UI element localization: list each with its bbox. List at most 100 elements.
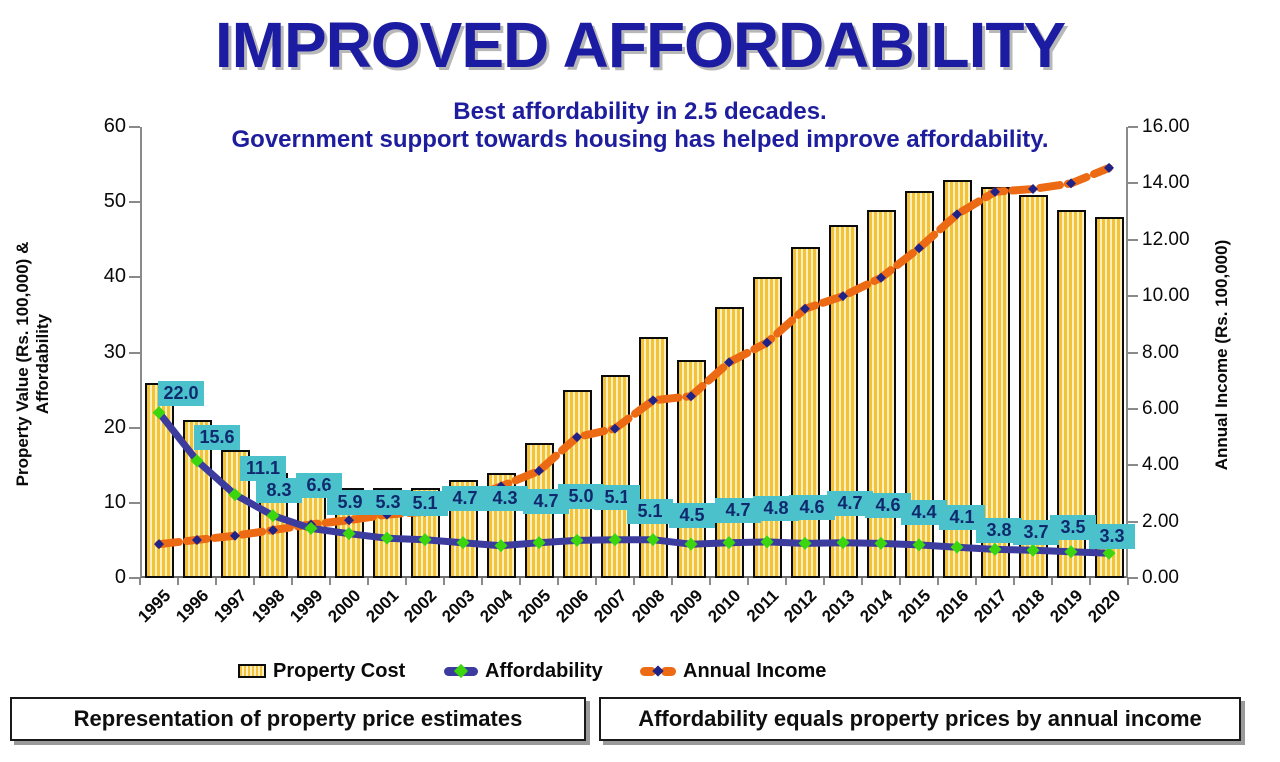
right-axis-tick-label: 12.00: [1142, 228, 1190, 250]
affordability-marker-icon: [798, 536, 812, 550]
affordability-marker-icon: [1064, 545, 1078, 559]
affordability-marker-icon: [570, 533, 584, 547]
x-axis-tick-mark: [785, 578, 787, 585]
left-axis-title: Property Value (Rs. 100,000) & Affordabi…: [13, 241, 52, 487]
property-cost-bar: [714, 307, 744, 578]
affordability-data-label: 4.6: [865, 493, 911, 519]
right-axis-tick-label: 4.00: [1142, 454, 1179, 476]
x-axis-year-label: 2018: [1008, 586, 1049, 627]
x-axis-tick-mark: [595, 578, 597, 585]
x-axis-year-label: 1995: [134, 586, 175, 627]
property-cost-bar: [1094, 217, 1124, 578]
right-axis-tick-mark: [1128, 238, 1138, 241]
x-axis-year-label: 2010: [704, 586, 745, 627]
y-axis-tick-mark: [129, 577, 140, 579]
affordability-marker-icon: [608, 533, 622, 547]
x-axis-year-label: 2015: [894, 586, 935, 627]
annual-income-marker-icon: [344, 515, 354, 526]
x-axis-tick-mark: [671, 578, 673, 585]
annual-income-marker-icon: [1066, 178, 1076, 189]
x-axis-tick-mark: [557, 578, 559, 585]
annual-income-marker-icon: [990, 186, 1000, 197]
x-axis-tick-mark: [899, 578, 901, 585]
affordability-marker-icon: [646, 533, 660, 547]
x-axis-year-label: 2011: [742, 586, 783, 626]
x-axis-year-label: 2004: [476, 586, 517, 627]
x-axis-year-label: 2001: [362, 586, 403, 627]
x-axis-year-label: 2006: [552, 586, 593, 627]
x-axis-year-label: 2019: [1046, 586, 1087, 627]
affordability-marker-icon: [266, 509, 280, 523]
y-axis-tick-mark: [129, 426, 140, 429]
y-axis-tick-mark: [129, 126, 140, 128]
affordability-marker-icon: [380, 531, 394, 545]
annual-income-line: [155, 163, 1113, 549]
legend-item-property-cost: Property Cost: [238, 658, 405, 684]
right-axis-tick-mark: [1128, 182, 1138, 185]
affordability-marker-icon: [304, 521, 318, 535]
property-cost-bar: [790, 247, 820, 578]
affordability-data-label: 3.5: [1050, 514, 1096, 540]
property-cost-swatch-icon: [238, 664, 266, 678]
x-axis-year-label: 2020: [1084, 586, 1125, 627]
legend-item-affordability: Affordability: [444, 658, 603, 684]
y-axis-tick-label: 50: [103, 190, 126, 213]
x-axis-tick-mark: [519, 578, 521, 585]
legend-label: Affordability: [485, 659, 603, 682]
x-axis-year-label: 2016: [932, 586, 973, 627]
right-axis-tick-label: 10.00: [1142, 285, 1190, 307]
series-lines-layer: [152, 162, 1116, 560]
annual-income-marker-icon: [534, 465, 544, 476]
annual-income-marker-icon: [610, 423, 620, 434]
caption-box-affordability-definition: Affordability equals property prices by …: [599, 697, 1241, 741]
annual-income-marker-icon: [800, 303, 810, 314]
chart-subtitle-line1: Best affordability in 2.5 decades.: [453, 98, 827, 125]
x-axis-tick-mark: [177, 578, 179, 585]
x-axis-tick-mark: [861, 578, 863, 585]
y-axis-tick-label: 20: [103, 415, 126, 438]
y-axis-tick-label: 40: [103, 265, 126, 288]
x-axis-year-label: 2008: [628, 586, 669, 627]
affordability-data-label: 3.3: [1089, 524, 1135, 550]
property-cost-bar: [752, 277, 782, 578]
x-axis-year-label: 1996: [172, 586, 213, 627]
right-axis-tick-label: 14.00: [1142, 172, 1190, 194]
right-axis-tick-mark: [1128, 407, 1138, 410]
y-axis-tick-mark: [129, 276, 140, 279]
affordability-data-label: 4.7: [442, 485, 488, 511]
x-axis-year-label: 2005: [514, 586, 555, 627]
x-axis-year-label: 2003: [438, 586, 479, 627]
annual-income-marker-icon: [1104, 162, 1114, 173]
right-axis-tick-mark: [1128, 464, 1138, 467]
affordability-data-label: 22.0: [158, 380, 204, 406]
affordability-marker-icon: [418, 533, 432, 547]
annual-income-marker-icon: [724, 357, 734, 368]
affordability-marker-icon: [950, 540, 964, 554]
affordability-marker-icon: [874, 536, 888, 550]
annual-income-marker-icon: [876, 272, 886, 283]
x-axis-tick-mark: [937, 578, 939, 585]
annual-income-marker-icon: [648, 395, 658, 406]
affordability-data-label: 4.4: [901, 499, 947, 525]
x-axis-tick-mark: [747, 578, 749, 585]
x-axis-tick-mark: [481, 578, 483, 585]
affordability-marker-icon: [152, 406, 166, 420]
x-axis-year-label: 2012: [780, 586, 821, 627]
x-axis-tick-mark: [253, 578, 255, 585]
right-axis-tick-mark: [1128, 295, 1138, 298]
affordability-marker-icon: [494, 539, 508, 553]
annual-income-marker-icon: [914, 243, 924, 254]
x-axis-tick-mark: [1051, 578, 1053, 585]
caption-box-property-prices: Representation of property price estimat…: [10, 697, 586, 741]
affordability-marker-icon: [190, 454, 204, 468]
legend-item-annual-income: Annual Income: [640, 658, 826, 684]
x-axis-tick-mark: [1089, 578, 1091, 585]
annual-income-marker-icon: [192, 534, 202, 545]
y-axis-tick-mark: [129, 501, 140, 504]
affordability-data-label: 8.3: [256, 477, 302, 503]
x-axis-year-label: 1997: [210, 586, 251, 627]
x-axis-tick-mark: [329, 578, 331, 585]
right-axis-tick-label: 2.00: [1142, 510, 1179, 532]
property-cost-bar: [1018, 194, 1048, 578]
annual-income-marker-icon: [572, 432, 582, 443]
